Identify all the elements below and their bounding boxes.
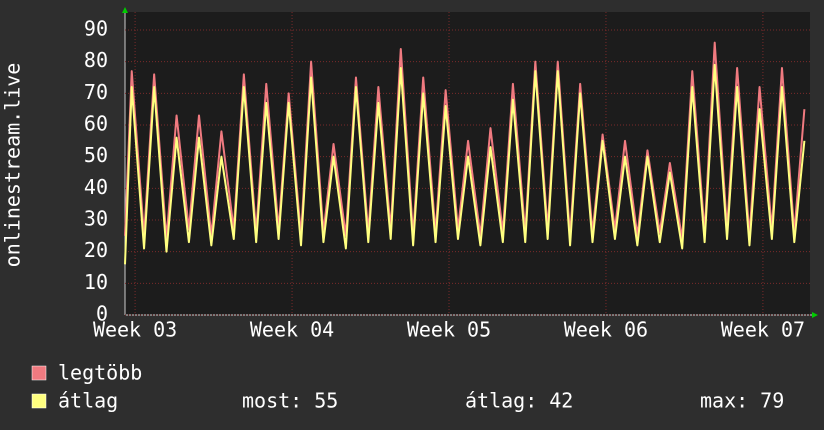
x-axis-arrow (812, 312, 818, 318)
x-tick-label: Week 05 (407, 318, 491, 342)
series-line (124, 63, 806, 265)
y-axis-label: onlinestream.live (1, 63, 25, 268)
legend-swatch (31, 365, 47, 381)
x-tick-label: Week 06 (564, 318, 648, 342)
stat-label: átlag: (465, 389, 537, 413)
stat-value: 79 (760, 389, 784, 413)
stat-value: 55 (314, 389, 338, 413)
stat-label: most: (242, 389, 302, 413)
y-axis-arrow (122, 7, 128, 13)
y-tick-label: 10 (84, 270, 108, 294)
stat-label: max: (700, 389, 748, 413)
x-tick-label: Week 03 (93, 318, 177, 342)
y-tick-label: 70 (84, 80, 108, 104)
x-tick-label: Week 04 (250, 318, 334, 342)
legend-label: legtöbb (58, 361, 142, 385)
y-tick-label: 20 (84, 238, 108, 262)
y-tick-label: 40 (84, 175, 108, 199)
legend-swatch (31, 393, 47, 409)
y-tick-label: 90 (84, 17, 108, 41)
y-tick-label: 60 (84, 112, 108, 136)
legend-label: átlag (58, 389, 118, 413)
y-tick-label: 80 (84, 48, 108, 72)
y-tick-label: 50 (84, 143, 108, 167)
y-tick-label: 30 (84, 207, 108, 231)
stat-value: 42 (549, 389, 573, 413)
y-tick-label: 0 (96, 302, 108, 326)
x-tick-label: Week 07 (721, 318, 805, 342)
